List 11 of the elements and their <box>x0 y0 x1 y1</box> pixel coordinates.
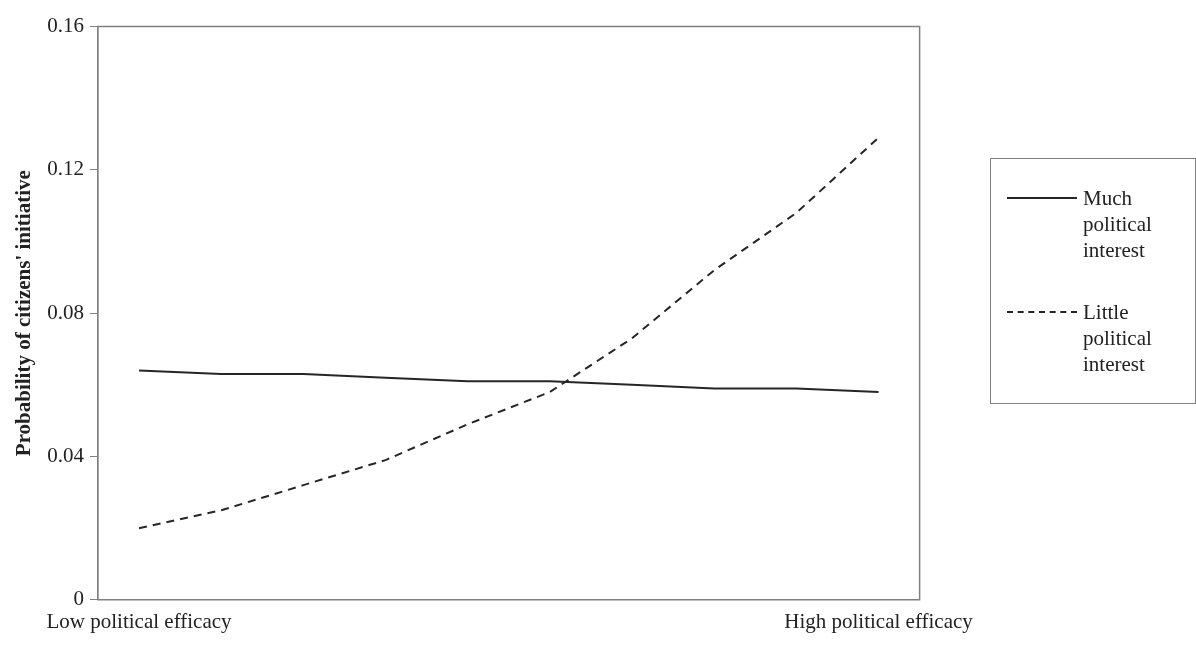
y-tick-label: 0.04 <box>47 443 85 468</box>
y-tick-label: 0.12 <box>47 156 84 181</box>
y-tick-label: 0.16 <box>47 13 84 38</box>
line-series <box>138 136 880 530</box>
y-tick-label: 0.08 <box>47 299 84 324</box>
x-tick-label: Low political efficacy <box>46 608 233 633</box>
legend-label: Little political interest <box>1083 299 1153 377</box>
x-tick-label: High political efficacy <box>784 608 974 633</box>
y-tick-label: 0 <box>73 586 84 611</box>
y-axis-title: Probability of citizens' initiative <box>11 170 36 457</box>
legend-label: Much political interest <box>1083 185 1153 263</box>
